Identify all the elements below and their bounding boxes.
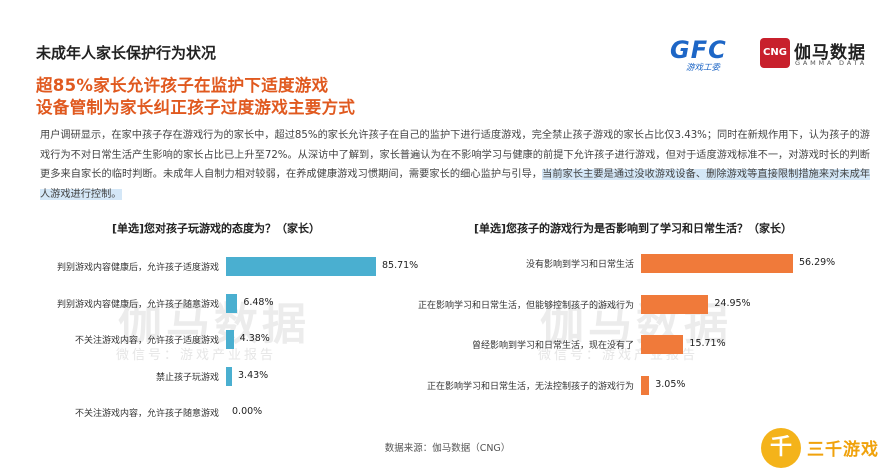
value-label: 15.71% [689,338,726,349]
category-label: 没有影响到学习和日常生活 [525,260,634,270]
corner-logo-text: 三千游戏 [807,440,879,460]
value-label: 3.43% [238,369,269,381]
bar [226,257,376,276]
category-label: 不关注游戏内容，允许孩子随意游戏 [74,409,219,419]
bar [226,330,234,349]
category-label: 不关注游戏内容，允许孩子适度游戏 [74,336,219,346]
bar [641,335,684,354]
gfc-logo: GFC 游戏工委 [670,38,746,74]
cng-logo: CNG 伽马数据 GAMMA DATA [760,38,880,70]
cng-logo-english: GAMMA DATA [795,59,867,67]
corner-logo: 千 三千游戏 [757,426,895,472]
bar [226,366,232,386]
value-label: 6.48% [243,296,274,308]
bar [641,254,793,273]
category-label: 正在影响学习和日常生活，但能够控制孩子的游戏行为 [417,300,634,311]
chart-title-attitude: [单选]您对孩子玩游戏的态度为？（家长） [112,222,321,235]
category-label: 正在影响学习和日常生活，无法控制孩子的游戏行为 [426,381,634,392]
category-label: 曾经影响到学习和日常生活，现在没有了 [471,341,634,351]
data-source: 数据来源：伽马数据（CNG） [384,443,511,454]
cng-badge-icon: CNG [760,38,790,68]
value-label: 3.05% [655,378,686,390]
bar [226,293,238,313]
category-label: 禁止孩子玩游戏 [155,372,219,383]
category-label: 判别游戏内容健康后，允许孩子随意游戏 [56,299,219,310]
bar [641,294,709,314]
value-label: 0.00% [232,406,263,417]
summary-text: 用户调研显示，在家中孩子存在游戏行为的家长中，超过85%的家长允许孩子在自己的监… [40,130,870,180]
category-label: 判别游戏内容健康后，允许孩子适度游戏 [56,263,219,273]
summary-paragraph: 用户调研显示，在家中孩子存在游戏行为的家长中，超过85%的家长允许孩子在自己的监… [40,126,871,204]
value-label: 24.95% [714,297,751,309]
value-label: 85.71% [381,260,419,271]
chart-title-impact: [单选]您孩子的游戏行为是否影响到了学习和日常生活？（家长） [474,222,793,235]
page-title: 未成年人家长保护行为状况 [36,44,217,62]
corner-logo-icon: 千 [761,428,801,468]
watermark-left-sub: 微信号：游戏产业报告 [116,348,277,363]
cng-logo-name: 伽马数据 [794,43,866,63]
headline-line-1: 超85%家长允许孩子在监护下适度游戏 [36,76,329,95]
value-label: 56.29% [798,257,836,268]
gfc-logo-subtitle: 游戏工委 [686,63,721,73]
gfc-logo-text: GFC [670,36,727,64]
headline-line-2: 设备管制为家长纠正孩子过度游戏主要方式 [36,98,356,117]
bar [641,375,650,395]
value-label: 4.38% [239,333,270,344]
